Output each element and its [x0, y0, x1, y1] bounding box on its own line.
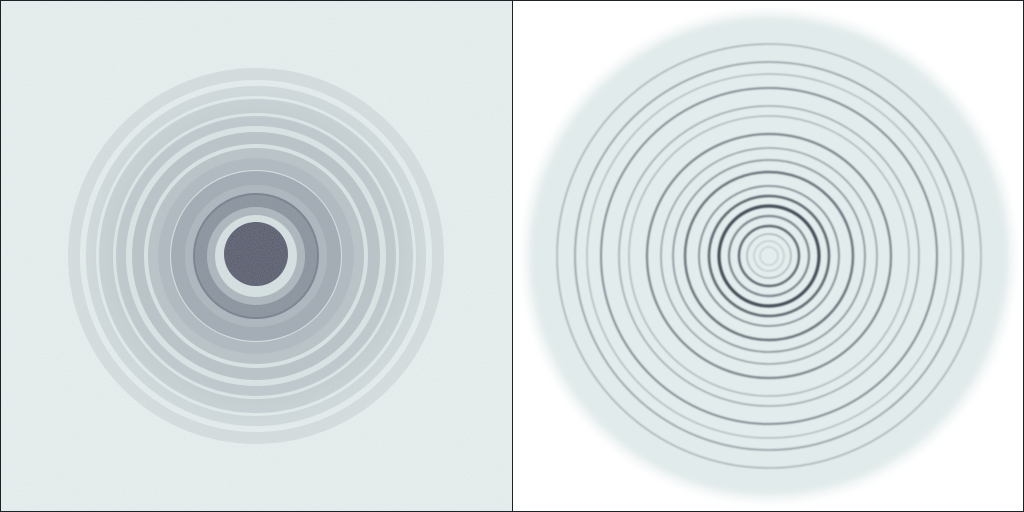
raw-ring: [116, 116, 396, 396]
reconstructed-ring: [759, 246, 778, 266]
raw-ring: [148, 148, 364, 364]
reconstructed-ring: [617, 105, 920, 407]
raw-center-spot: [224, 222, 288, 286]
reconstructed-ring: [716, 204, 821, 308]
reconstructed-rings-group: [512, 1, 1023, 511]
raw-ring: [158, 158, 354, 354]
raw-ring: [193, 193, 319, 319]
reconstructed-ring: [753, 240, 784, 272]
reconstructed-ring: [599, 87, 938, 425]
raw-ring: [207, 207, 305, 305]
raw-ring: [86, 86, 426, 426]
raw-rings-image: [1, 1, 512, 511]
reconstructed-ring: [671, 159, 866, 353]
panel-divider: [511, 1, 513, 511]
reconstructed-ring: [645, 132, 892, 380]
reconstructed-ring: [683, 170, 854, 342]
reconstructed-ring: [627, 115, 910, 397]
reconstructed-ring: [585, 73, 952, 439]
raw-ring: [185, 185, 327, 327]
raw-ring: [68, 68, 444, 444]
raw-rings-group: [1, 1, 512, 511]
reconstructed-rings-image: [512, 1, 1023, 511]
reconstructed-ring: [745, 233, 792, 279]
reconstructed-ring: [573, 61, 964, 451]
raw-ring: [171, 171, 341, 341]
raw-ring: [99, 99, 413, 413]
reconstructed-disc: [514, 2, 1023, 510]
right-panel-reconstructed-rings: [512, 1, 1023, 511]
left-panel-raw-rings: [1, 1, 512, 511]
reconstructed-ring: [727, 214, 810, 298]
reconstructed-ring: [659, 147, 878, 365]
reconstructed-ring: [707, 194, 830, 318]
raw-ring: [132, 132, 380, 380]
reconstructed-ring: [555, 43, 982, 469]
reconstructed-ring: [737, 224, 800, 288]
reconstructed-ring: [697, 185, 840, 327]
